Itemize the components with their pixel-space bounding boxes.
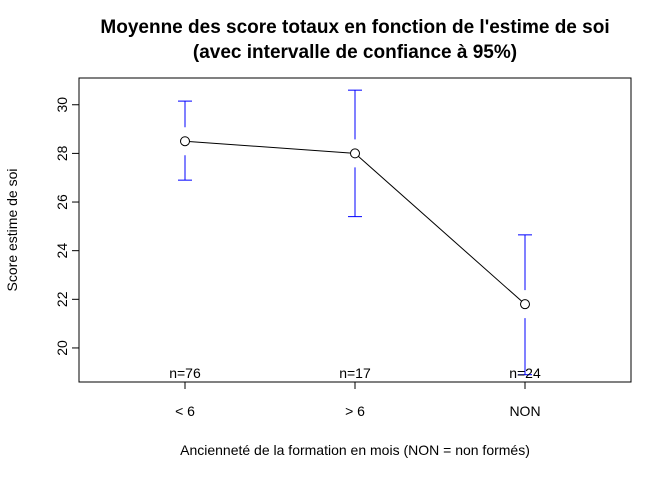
n-label-2: n=24 (509, 365, 541, 381)
y-tick-label-1: 22 (54, 291, 70, 307)
n-label-1: n=17 (339, 365, 371, 381)
y-axis: 20 22 24 26 28 30 (54, 97, 80, 356)
chart-title: Moyenne des score totaux en fonction de … (100, 17, 609, 38)
x-tick-label-0: < 6 (175, 403, 195, 419)
chart-marks: n=76 n=17 n=24 (169, 89, 541, 381)
y-axis-label: Score estime de soi (4, 169, 20, 292)
y-tick-label-5: 30 (54, 97, 70, 113)
data-point-0 (180, 136, 190, 147)
x-tick-label-2: NON (509, 403, 540, 419)
x-axis: < 6 > 6 NON (175, 381, 541, 419)
series-line-segment-0 (184, 140, 356, 154)
y-tick-label-2: 24 (54, 243, 70, 259)
y-tick-label-0: 20 (54, 340, 70, 356)
series-line-segment-1 (354, 153, 526, 305)
data-point-2 (520, 299, 530, 310)
n-label-0: n=76 (169, 365, 201, 381)
y-tick-label-4: 28 (54, 145, 70, 161)
data-point-1 (350, 148, 360, 159)
x-axis-label: Ancienneté de la formation en mois (NON … (180, 442, 530, 458)
x-tick-label-1: > 6 (345, 403, 365, 419)
y-tick-label-3: 26 (54, 194, 70, 210)
chart-subtitle: (avec intervalle de confiance à 95%) (193, 42, 517, 63)
